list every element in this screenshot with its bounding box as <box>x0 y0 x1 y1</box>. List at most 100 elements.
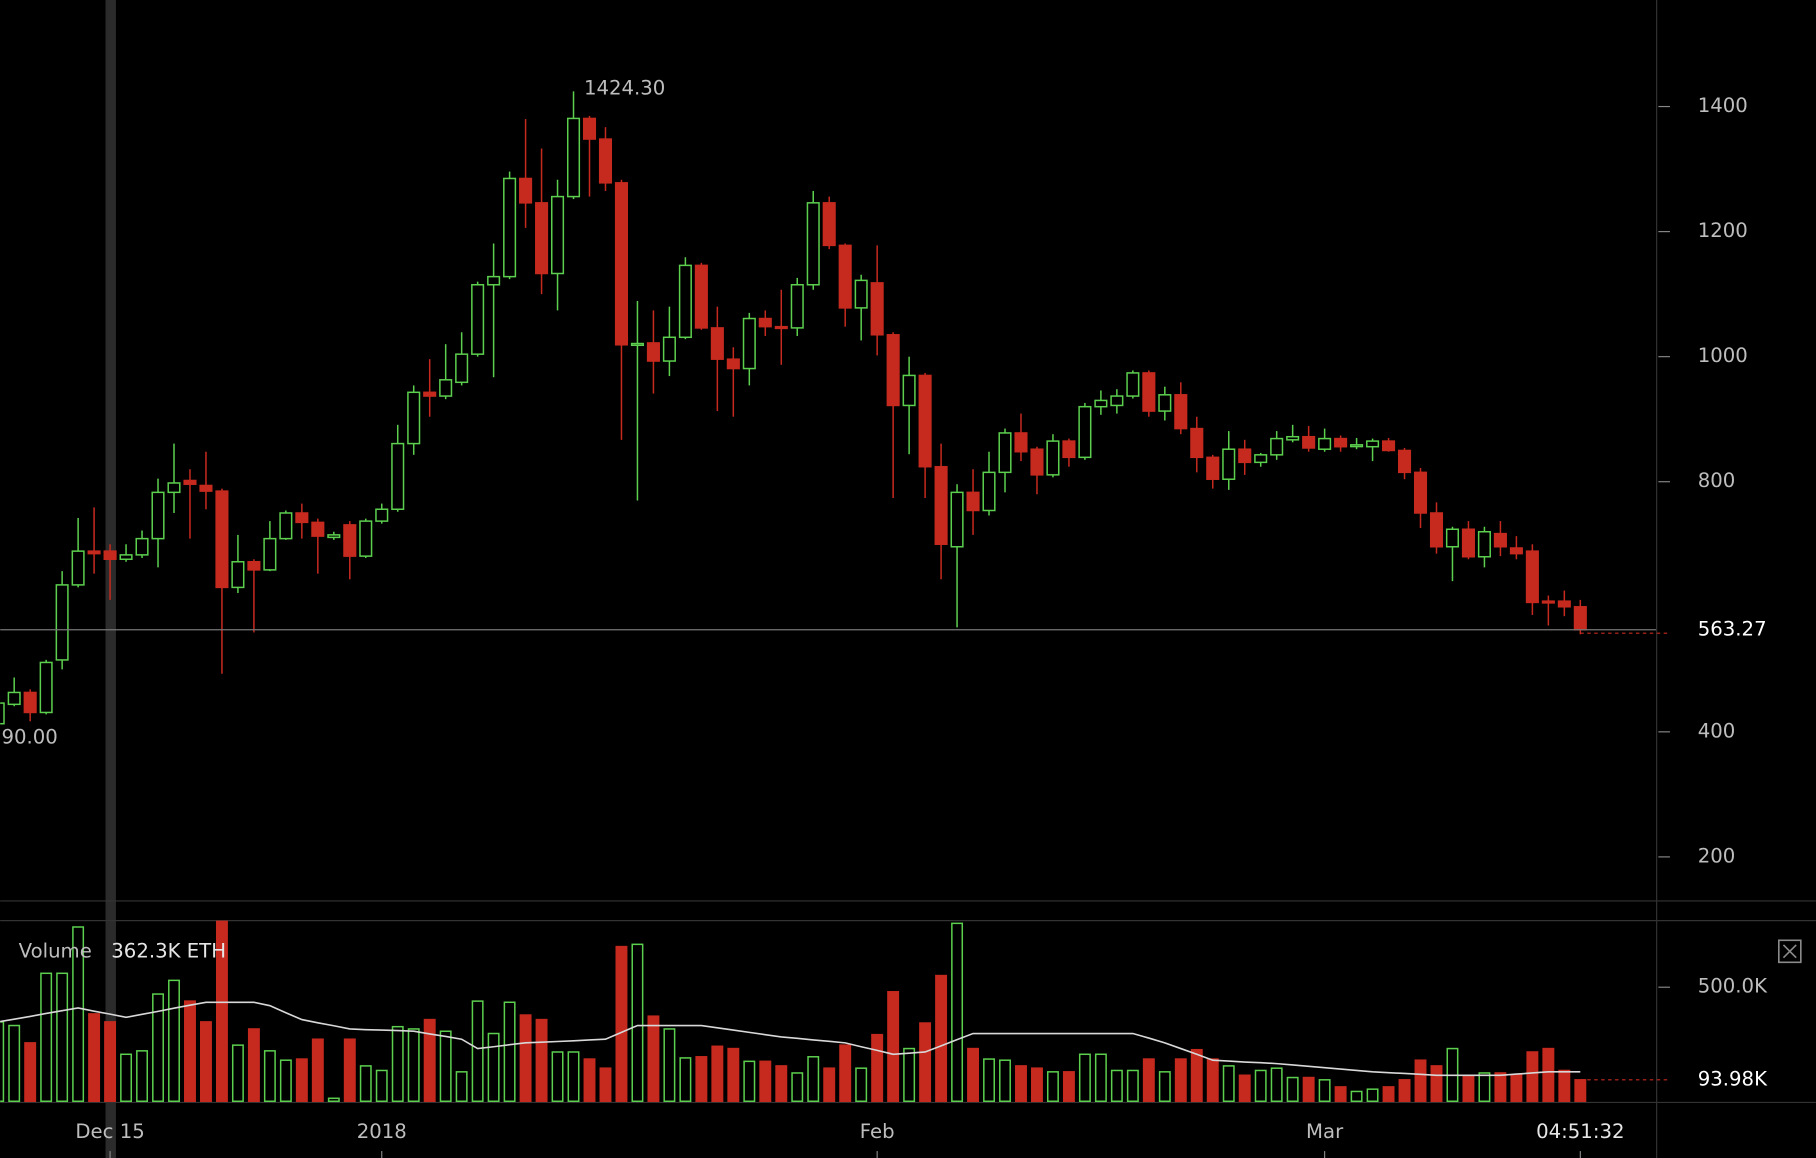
volume-bar <box>120 1053 133 1103</box>
volume-bar <box>1526 1051 1539 1103</box>
x-tick-label: Feb <box>860 1120 895 1143</box>
volume-bar <box>1078 1053 1091 1103</box>
candle-body <box>439 379 453 397</box>
candle-body <box>23 691 37 714</box>
close-button-box[interactable] <box>1778 939 1802 964</box>
candle-body <box>87 550 101 555</box>
volume-bar <box>327 1097 340 1103</box>
candle-body <box>822 202 836 247</box>
volume-value: 362.3K ETH <box>111 939 226 962</box>
volume-bar <box>1302 1076 1315 1103</box>
candle-body <box>678 264 692 339</box>
candle-body <box>726 358 740 370</box>
candle-body <box>870 282 884 336</box>
volume-bar <box>1558 1069 1571 1103</box>
volume-bar <box>1574 1079 1587 1103</box>
candle-body <box>1382 440 1396 452</box>
volume-bar <box>391 1025 404 1103</box>
volume-bar <box>24 1042 37 1103</box>
candle-body <box>167 482 181 494</box>
candle-body <box>1509 547 1523 555</box>
candle-body <box>39 661 53 714</box>
volume-bar <box>184 1000 196 1103</box>
volume-bar <box>375 1069 388 1103</box>
volume-bar <box>1542 1047 1555 1103</box>
last-price-label: 563.27 <box>1698 617 1767 640</box>
price-pane: 390.00 <box>0 91 1657 749</box>
candle-body <box>295 512 309 524</box>
volume-bar <box>1494 1072 1507 1103</box>
candle-body <box>503 177 517 278</box>
close-button-cross[interactable] <box>1782 944 1797 959</box>
y-tick-label: 800 <box>1698 469 1736 492</box>
candle-body <box>519 177 533 204</box>
candle-body <box>646 342 660 362</box>
candle-body <box>1445 528 1460 548</box>
candle-body <box>455 353 469 384</box>
candle-body <box>263 537 277 571</box>
volume-bar <box>1046 1071 1059 1103</box>
volume-bar <box>1382 1086 1395 1103</box>
volume-bar <box>1414 1059 1427 1103</box>
volume-bar <box>855 1067 868 1103</box>
last-volume-label: 93.98K <box>1698 1067 1768 1090</box>
volume-bar <box>935 974 948 1103</box>
volume-bar <box>743 1060 756 1103</box>
candle-body <box>71 550 85 586</box>
candle-body <box>982 471 996 512</box>
candle-body <box>1046 440 1060 476</box>
candle-body <box>1477 530 1491 558</box>
volume-bar <box>311 1038 324 1103</box>
close-button[interactable] <box>1778 939 1802 964</box>
candle-body <box>1174 394 1188 430</box>
volume-bar <box>567 1051 580 1103</box>
volume-bar <box>295 1058 308 1103</box>
candle-body <box>1062 440 1076 459</box>
volume-bar <box>599 1067 612 1103</box>
volume-bar <box>1270 1067 1283 1103</box>
volume-bar <box>168 979 180 1103</box>
volume-bar <box>999 1059 1011 1103</box>
y-tick-label: 1400 <box>1698 94 1748 117</box>
candle-body <box>1254 454 1268 464</box>
volume-bar <box>727 1047 740 1103</box>
candle-body <box>1270 437 1284 456</box>
candle-body <box>183 479 197 485</box>
volume-bar <box>343 1038 356 1103</box>
volume-bar <box>72 926 85 1103</box>
volume-bar <box>679 1057 692 1103</box>
volume-bar <box>1430 1065 1443 1103</box>
volume-bar <box>231 1044 244 1103</box>
candle-body <box>598 138 613 184</box>
candle-body <box>55 584 69 661</box>
volume-bar <box>1254 1069 1267 1103</box>
candle-body <box>423 391 437 397</box>
candle-body <box>471 284 485 355</box>
candle-body <box>279 512 293 540</box>
volume-bar <box>1015 1065 1027 1103</box>
candle-body <box>1461 528 1475 558</box>
candle-body <box>1573 606 1587 631</box>
candle-body <box>950 491 964 548</box>
candle-body <box>790 284 804 329</box>
candle-body <box>327 534 341 539</box>
x-tick-label: 2018 <box>357 1120 407 1143</box>
candle-body <box>854 279 868 309</box>
volume-bar <box>263 1050 276 1103</box>
candle-body <box>343 524 357 557</box>
candle-body <box>966 491 980 512</box>
y-tick-label: 1000 <box>1698 344 1748 367</box>
volume-pane <box>0 920 1587 1103</box>
candle-body <box>630 342 644 347</box>
candle-body <box>1429 512 1444 548</box>
candle-body <box>1557 600 1571 608</box>
candle-body <box>806 202 820 286</box>
candle-body <box>1397 449 1412 474</box>
candle-body <box>247 561 261 571</box>
candle-body <box>1158 394 1172 412</box>
candle-body <box>1126 372 1140 397</box>
candle-body <box>1366 440 1380 448</box>
candle-body <box>311 521 325 537</box>
candle-body <box>838 244 852 309</box>
